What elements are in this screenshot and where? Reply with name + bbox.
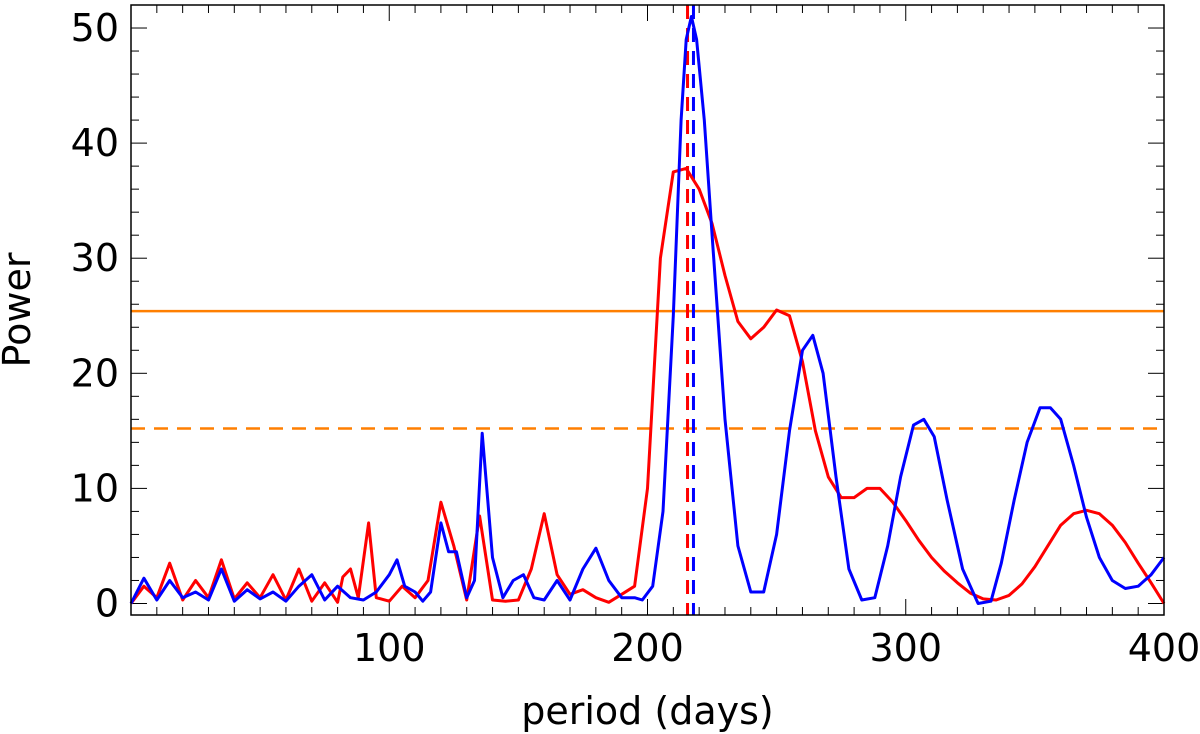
y-tick-label: 40 [71, 121, 119, 165]
y-tick-label: 30 [71, 236, 119, 280]
x-tick-label: 400 [1128, 626, 1200, 670]
x-tick-label: 200 [611, 626, 684, 670]
x-tick-label: 100 [353, 626, 426, 670]
tick-labels: 100 200 300 400 0 10 20 30 40 50 [71, 6, 1200, 670]
plot-frame [130, 4, 1165, 616]
y-tick-label: 10 [71, 466, 119, 510]
reference-lines [131, 5, 1164, 615]
y-tick-label: 50 [71, 6, 119, 50]
axis-ticks [131, 5, 1164, 615]
x-tick-label: 300 [869, 626, 942, 670]
series-line-1 [129, 166, 1166, 605]
y-tick-label: 0 [95, 581, 119, 625]
y-tick-label: 20 [71, 351, 119, 395]
x-axis-label: period (days) [521, 689, 773, 733]
y-axis-label: Power [0, 252, 39, 367]
series-lines [129, 15, 1166, 605]
series-line-2 [129, 15, 1166, 605]
